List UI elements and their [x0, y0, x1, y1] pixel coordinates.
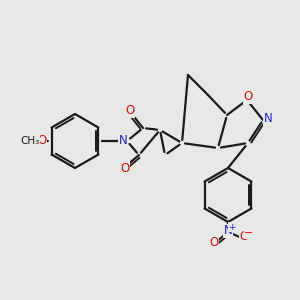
Text: O: O	[125, 104, 135, 118]
Text: O: O	[239, 230, 249, 244]
Text: O: O	[120, 161, 130, 175]
Text: −: −	[244, 228, 254, 238]
Text: O: O	[38, 134, 46, 148]
Text: O: O	[243, 91, 253, 103]
Text: O: O	[209, 236, 219, 248]
Text: N: N	[224, 224, 232, 238]
Text: N: N	[264, 112, 272, 125]
Text: CH₃: CH₃	[20, 136, 40, 146]
Text: +: +	[228, 223, 236, 232]
Text: N: N	[118, 134, 127, 148]
